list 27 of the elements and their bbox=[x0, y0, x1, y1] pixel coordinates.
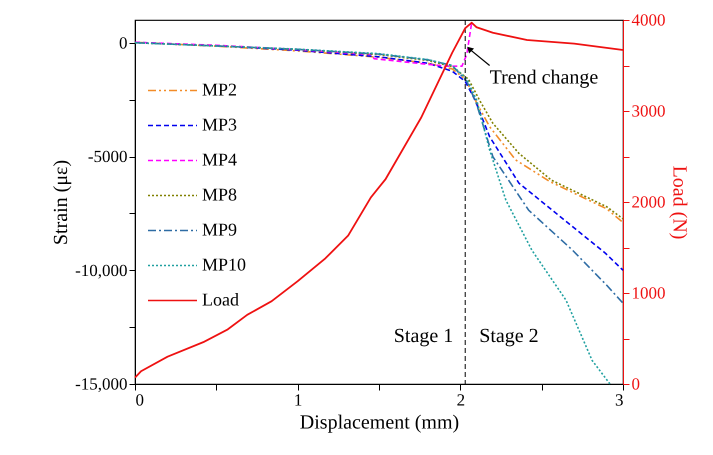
annotation: Stage 2 bbox=[479, 325, 539, 347]
y2-tick-label: 2000 bbox=[632, 192, 666, 212]
legend-label: MP9 bbox=[202, 220, 238, 240]
x-tick-label: 2 bbox=[456, 390, 466, 410]
annotation: Trend change bbox=[490, 66, 598, 88]
y2-tick-label: 4000 bbox=[632, 10, 666, 30]
y2-axis-title: Load (N) bbox=[668, 166, 690, 240]
y-tick-label: 0 bbox=[119, 33, 128, 52]
legend-label: MP4 bbox=[202, 150, 238, 170]
y-axis-title: Strain (με) bbox=[50, 160, 72, 246]
y-tick-label: -15,000 bbox=[75, 374, 128, 394]
legend-label: Load bbox=[202, 290, 239, 310]
y2-tick-label: 0 bbox=[632, 374, 640, 394]
x-axis-title: Displacement (mm) bbox=[300, 412, 460, 434]
legend-label: MP10 bbox=[202, 254, 246, 274]
line-series bbox=[134, 21, 473, 67]
x-tick-label: 0 bbox=[136, 390, 144, 410]
x-tick-label: 1 bbox=[294, 390, 302, 410]
legend-label: MP2 bbox=[202, 80, 238, 100]
x-tick-label: 3 bbox=[615, 390, 624, 410]
y2-tick-label: 1000 bbox=[632, 284, 666, 302]
legend-label: MP8 bbox=[202, 184, 238, 204]
y-tick-label: -5000 bbox=[88, 147, 128, 166]
annotation: Stage 1 bbox=[394, 325, 454, 347]
legend-label: MP3 bbox=[202, 114, 238, 134]
y2-tick-label: 3000 bbox=[632, 102, 666, 120]
y-tick-label: -10,000 bbox=[75, 260, 128, 280]
